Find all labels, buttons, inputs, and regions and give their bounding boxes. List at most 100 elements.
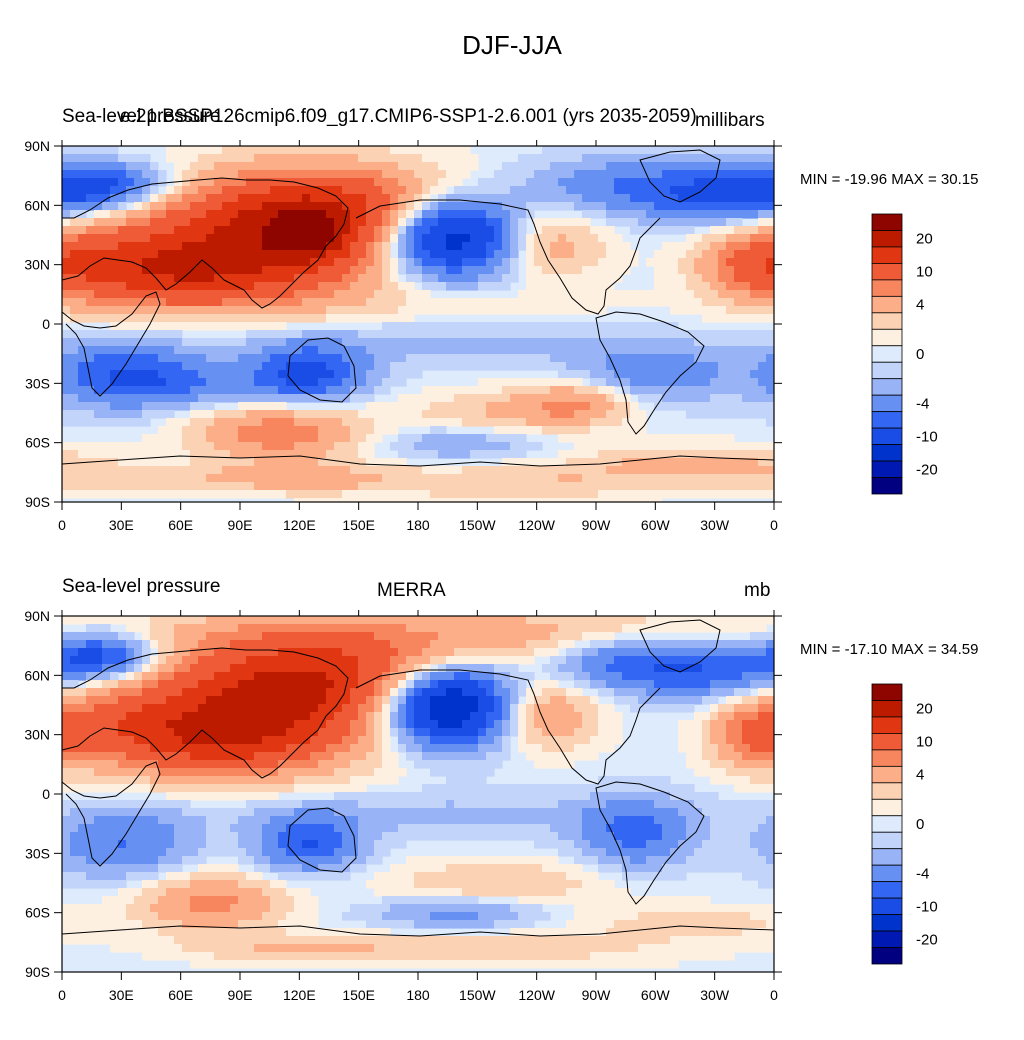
field-cell	[502, 258, 511, 267]
field-cell	[494, 330, 503, 339]
field-cell	[582, 290, 591, 299]
field-cell	[702, 154, 711, 163]
field-cell	[766, 234, 775, 243]
field-cell	[486, 466, 495, 475]
field-cell	[254, 170, 263, 179]
field-cell	[414, 354, 423, 363]
field-cell	[446, 354, 455, 363]
field-cell	[286, 266, 295, 275]
field-cell	[166, 458, 175, 467]
field-cell	[662, 640, 671, 649]
field-cell	[334, 186, 343, 195]
field-cell	[294, 258, 303, 267]
field-cell	[518, 378, 527, 387]
field-cell	[334, 672, 343, 681]
field-cell	[606, 370, 615, 379]
field-cell	[622, 672, 631, 681]
field-cell	[222, 282, 231, 291]
field-cell	[534, 178, 543, 187]
colorbar-label: 0	[916, 346, 924, 363]
field-cell	[638, 482, 647, 491]
field-cell	[142, 202, 151, 211]
field-cell	[406, 274, 415, 283]
field-cell	[166, 290, 175, 299]
field-cell	[734, 154, 743, 163]
field-cell	[566, 218, 575, 227]
field-cell	[710, 402, 719, 411]
field-cell	[398, 258, 407, 267]
field-cell	[294, 314, 303, 323]
field-cell	[214, 632, 223, 641]
field-cell	[526, 474, 535, 483]
field-cell	[182, 712, 191, 721]
field-cell	[94, 378, 103, 387]
field-cell	[374, 170, 383, 179]
field-cell	[190, 234, 199, 243]
field-cell	[342, 314, 351, 323]
field-cell	[62, 728, 71, 737]
field-cell	[374, 226, 383, 235]
field-cell	[542, 194, 551, 203]
field-cell	[710, 218, 719, 227]
field-cell	[574, 616, 583, 625]
field-cell	[590, 680, 599, 689]
field-cell	[94, 362, 103, 371]
x-tick-label: 60E	[168, 517, 193, 533]
field-cell	[470, 410, 479, 419]
field-cell	[718, 330, 727, 339]
field-cell	[142, 410, 151, 419]
field-cell	[462, 418, 471, 427]
field-cell	[222, 712, 231, 721]
field-cell	[726, 202, 735, 211]
field-cell	[158, 704, 167, 713]
field-cell	[734, 146, 743, 155]
field-cell	[630, 418, 639, 427]
field-cell	[278, 330, 287, 339]
field-cell	[686, 298, 695, 307]
field-cell	[286, 242, 295, 251]
field-cell	[390, 266, 399, 275]
field-cell	[142, 442, 151, 451]
field-cell	[118, 450, 127, 459]
field-cell	[766, 202, 775, 211]
field-cell	[526, 346, 535, 355]
field-cell	[182, 210, 191, 219]
field-cell	[254, 162, 263, 171]
field-cell	[294, 266, 303, 275]
field-cell	[670, 274, 679, 283]
field-cell	[534, 410, 543, 419]
field-cell	[270, 418, 279, 427]
field-cell	[350, 482, 359, 491]
field-cell	[150, 170, 159, 179]
field-cell	[718, 298, 727, 307]
field-cell	[558, 418, 567, 427]
field-cell	[766, 266, 775, 275]
field-cell	[414, 720, 423, 729]
field-cell	[158, 234, 167, 243]
field-cell	[470, 298, 479, 307]
field-cell	[78, 218, 87, 227]
field-cell	[438, 482, 447, 491]
field-cell	[566, 234, 575, 243]
field-cell	[574, 434, 583, 443]
field-cell	[94, 466, 103, 475]
field-cell	[438, 394, 447, 403]
field-cell	[750, 154, 759, 163]
field-cell	[582, 234, 591, 243]
field-cell	[390, 474, 399, 483]
field-cell	[726, 616, 735, 625]
field-cell	[694, 728, 703, 737]
field-cell	[102, 370, 111, 379]
field-cell	[294, 418, 303, 427]
field-cell	[262, 290, 271, 299]
field-cell	[678, 338, 687, 347]
field-cell	[598, 170, 607, 179]
field-cell	[742, 330, 751, 339]
field-cell	[446, 322, 455, 331]
field-cell	[286, 162, 295, 171]
colorbar-label: 10	[916, 264, 933, 281]
field-cell	[222, 386, 231, 395]
field-cell	[238, 162, 247, 171]
field-cell	[566, 378, 575, 387]
field-cell	[438, 490, 447, 499]
